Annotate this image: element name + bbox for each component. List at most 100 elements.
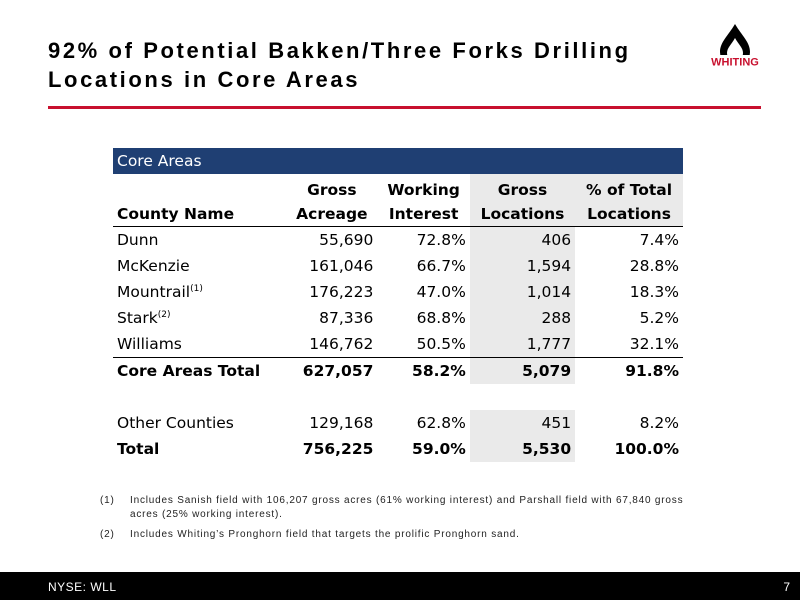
table-cell: 58.2% [377,357,470,384]
table-row: Core Areas Total 627,057 58.2% 5,079 91.8% [113,357,683,384]
table-cell: Dunn [113,227,286,254]
footnote-ref: (2) [157,309,171,320]
header-line: Gross [497,181,548,199]
cell-text: Dunn [117,231,159,249]
table-cell: 87,336 [286,305,377,331]
table-cell: 627,057 [286,357,378,384]
cell-text: 5.2% [639,309,679,327]
cell-text: 68.8% [416,309,466,327]
cell-text: 288 [541,309,572,327]
table-cell: 28.8% [575,253,683,279]
table-cell: 68.8% [377,305,469,331]
column-header: % of Total Locations [575,174,683,227]
cell-text: 72.8% [416,231,466,249]
cell-text: 1,594 [526,257,572,275]
table-cell: Williams [113,331,286,358]
cell-text: 1,014 [526,283,572,301]
table-cell: 406 [469,226,576,253]
column-header: County Name [113,174,287,227]
cell-text: 7.4% [639,231,679,249]
table-cell: 5,079 [469,357,576,384]
cell-text: 756,225 [302,440,374,458]
title-line: 92% of Potential Bakken/Three Forks Dril… [48,38,631,63]
page-number: 7 [783,580,790,594]
cell-text: 50.5% [416,335,466,353]
table-caption: Core Areas [113,148,683,174]
spacer-row [113,384,683,410]
cell-text: 58.2% [412,362,466,380]
table-cell: 1,014 [469,279,576,305]
table-cell: 55,690 [286,227,377,254]
footnote-ref: (1) [190,283,203,294]
cell-text: 59.0% [412,440,466,458]
table-cell: 47.0% [377,279,469,305]
header-line: Interest [388,205,459,223]
header-line: County Name [117,205,235,223]
table-cell: 5.2% [575,305,683,331]
cell-text: 62.8% [416,414,466,432]
cell-text: 8.2% [639,414,679,432]
logo: WHITING [702,24,768,69]
table-cell: 146,762 [286,331,377,358]
table-cell: 1,594 [469,253,576,279]
table-cell: 50.5% [377,331,469,358]
header-line: Working [387,181,460,199]
cell-text: 66.7% [416,257,466,275]
cell-text: 32.1% [629,335,679,353]
table-row: Williams 146,762 50.5% 1,777 32.1% [113,331,683,358]
table-cell: 91.8% [575,357,683,384]
cell-text: 91.8% [625,362,679,380]
footnote-marker: (1) [100,495,115,506]
footer: NYSE: WLL 7 [0,572,800,600]
cell-text: 47.0% [416,283,466,301]
header-row: County Name Gross Acreage Working Interest Gr… [113,174,683,227]
cell-text: 406 [541,231,572,249]
cell-text: 18.3% [629,283,679,301]
table-cell: 288 [469,305,576,331]
table-cell: 32.1% [575,331,683,358]
footnotes: (1) Includes Sanish field with 106,207 gr… [100,494,710,548]
title-rule [48,106,761,109]
header-line: Gross [307,181,357,199]
cell-text: 100.0% [614,440,679,458]
column-header: Gross Locations [469,174,576,227]
table-cell: Other Counties [113,410,286,436]
title-line: Locations in Core Areas [48,67,361,92]
cell-text: Williams [117,335,182,353]
cell-text: 87,336 [319,309,374,327]
table-cell: 161,046 [286,253,377,279]
table-cell: Mountrail(1) [113,279,286,305]
cell-text: 451 [541,414,572,432]
ticker: NYSE: WLL [48,580,117,594]
table-cell: 451 [469,410,576,436]
table-cell: 59.0% [377,436,469,462]
header-line: Locations [587,205,671,223]
table-cell: 72.8% [377,227,469,254]
table-cell: 100.0% [575,436,683,462]
table-row: Other Counties 129,168 62.8% 451 8.2% [113,410,683,436]
footnote: (2) Includes Whiting’s Pronghorn field th… [100,528,710,542]
footnote-text: Includes Whiting’s Pronghorn field that … [130,529,520,540]
cell-text: 146,762 [309,335,374,353]
logo-text: WHITING [711,57,759,69]
cell-text: 5,530 [522,440,572,458]
table-cell: 756,225 [286,436,377,462]
cell-text: 161,046 [309,257,374,275]
table-row: Stark(2) 87,336 68.8% 288 5.2% [113,305,683,331]
table-cell: 18.3% [575,279,683,305]
cell-text: 176,223 [309,283,374,301]
table-cell: 8.2% [575,410,683,436]
cell-text: Other Counties [117,414,234,432]
cell-text: Total [117,440,160,458]
table-row: McKenzie 161,046 66.7% 1,594 28.8% [113,253,683,279]
footnote: (1) Includes Sanish field with 106,207 gr… [100,494,710,522]
table-cell: 5,530 [469,436,576,462]
cell-text: 55,690 [319,231,374,249]
footnote-text: Includes Sanish field with 106,207 gross… [130,495,684,520]
table-row: Mountrail(1) 176,223 47.0% 1,014 18.3% [113,279,683,305]
spacer [113,384,683,410]
table-cell: McKenzie [113,253,286,279]
cell-text: 28.8% [629,257,679,275]
cell-text: Stark [117,309,158,327]
